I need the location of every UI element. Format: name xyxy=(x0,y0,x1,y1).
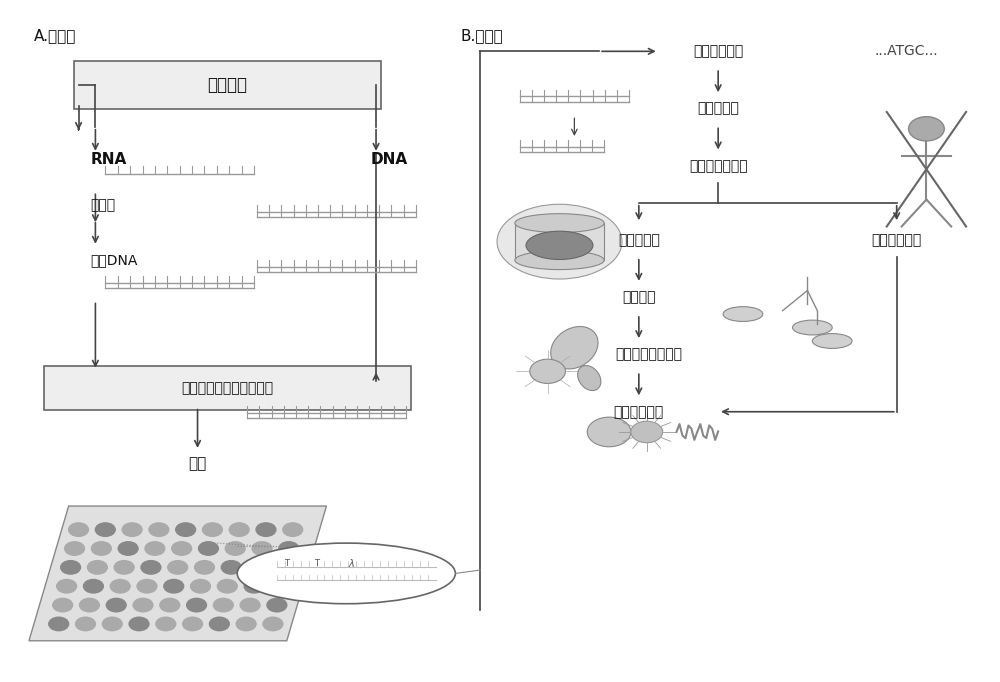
Circle shape xyxy=(76,617,95,631)
Circle shape xyxy=(172,542,192,555)
Circle shape xyxy=(49,617,69,631)
Circle shape xyxy=(102,617,122,631)
Circle shape xyxy=(80,598,99,612)
Ellipse shape xyxy=(793,320,832,335)
Ellipse shape xyxy=(515,213,604,233)
Circle shape xyxy=(122,523,142,536)
Circle shape xyxy=(244,580,264,593)
Ellipse shape xyxy=(578,366,601,391)
Ellipse shape xyxy=(497,204,622,279)
Text: A.湿实验: A.湿实验 xyxy=(34,28,76,43)
Circle shape xyxy=(279,542,299,555)
Circle shape xyxy=(137,580,157,593)
Circle shape xyxy=(110,580,130,593)
FancyBboxPatch shape xyxy=(74,61,381,109)
Circle shape xyxy=(221,561,241,574)
Ellipse shape xyxy=(723,307,763,321)
Circle shape xyxy=(106,598,126,612)
Ellipse shape xyxy=(237,543,455,604)
Text: T: T xyxy=(314,559,319,568)
Circle shape xyxy=(229,523,249,536)
Text: 测序文库制备（加接头）: 测序文库制备（加接头） xyxy=(181,381,273,395)
Circle shape xyxy=(225,542,245,555)
Text: ...ATGC...: ...ATGC... xyxy=(875,44,938,59)
Circle shape xyxy=(133,598,153,612)
Circle shape xyxy=(114,561,134,574)
Circle shape xyxy=(909,117,944,141)
Ellipse shape xyxy=(551,327,598,369)
Circle shape xyxy=(252,542,272,555)
Circle shape xyxy=(209,617,229,631)
Circle shape xyxy=(530,359,565,383)
Circle shape xyxy=(587,417,631,447)
Circle shape xyxy=(248,561,268,574)
Circle shape xyxy=(271,580,291,593)
Circle shape xyxy=(160,598,180,612)
Text: 耐药基因鉴定: 耐药基因鉴定 xyxy=(872,233,922,247)
Circle shape xyxy=(57,580,77,593)
Circle shape xyxy=(283,523,303,536)
Circle shape xyxy=(213,598,233,612)
Circle shape xyxy=(91,542,111,555)
Ellipse shape xyxy=(812,333,852,349)
Text: T: T xyxy=(284,559,289,568)
Circle shape xyxy=(84,580,103,593)
Circle shape xyxy=(217,580,237,593)
Circle shape xyxy=(168,561,188,574)
Circle shape xyxy=(187,598,206,612)
Circle shape xyxy=(275,561,295,574)
Text: 反转录: 反转录 xyxy=(90,198,116,212)
Circle shape xyxy=(95,523,115,536)
Circle shape xyxy=(183,617,202,631)
Text: 数据前处理: 数据前处理 xyxy=(697,102,739,115)
Circle shape xyxy=(149,523,169,536)
Circle shape xyxy=(145,542,165,555)
Circle shape xyxy=(202,523,222,536)
Circle shape xyxy=(118,542,138,555)
Text: 物种注释: 物种注释 xyxy=(622,291,656,304)
Text: B.干实验: B.干实验 xyxy=(460,28,503,43)
Text: 测序: 测序 xyxy=(188,456,207,471)
Circle shape xyxy=(631,421,663,443)
Circle shape xyxy=(263,617,283,631)
Text: RNA: RNA xyxy=(90,151,127,166)
Ellipse shape xyxy=(526,231,593,259)
Text: 原始测序数据: 原始测序数据 xyxy=(693,44,743,59)
Circle shape xyxy=(176,523,196,536)
Text: 微生物比对: 微生物比对 xyxy=(618,233,660,247)
Circle shape xyxy=(141,561,161,574)
FancyBboxPatch shape xyxy=(44,366,411,410)
Circle shape xyxy=(164,580,184,593)
Polygon shape xyxy=(29,506,326,641)
Circle shape xyxy=(191,580,210,593)
Circle shape xyxy=(61,561,81,574)
Text: DNA: DNA xyxy=(371,151,408,166)
Circle shape xyxy=(256,523,276,536)
Circle shape xyxy=(156,617,176,631)
Circle shape xyxy=(236,617,256,631)
Circle shape xyxy=(199,542,218,555)
Circle shape xyxy=(53,598,73,612)
Text: 微生物鉴定及过滤: 微生物鉴定及过滤 xyxy=(615,347,682,361)
Text: 潜在病原鉴定: 潜在病原鉴定 xyxy=(614,404,664,419)
Text: 去除人宿主序列: 去除人宿主序列 xyxy=(689,159,747,173)
Circle shape xyxy=(65,542,84,555)
Circle shape xyxy=(69,523,88,536)
Ellipse shape xyxy=(515,251,604,269)
Circle shape xyxy=(195,561,214,574)
Circle shape xyxy=(87,561,107,574)
Circle shape xyxy=(129,617,149,631)
Text: $\lambda$: $\lambda$ xyxy=(348,557,355,569)
Circle shape xyxy=(240,598,260,612)
Text: 核酸提取: 核酸提取 xyxy=(207,76,247,94)
Text: 互补DNA: 互补DNA xyxy=(90,253,138,267)
Bar xyxy=(515,223,604,260)
Circle shape xyxy=(267,598,287,612)
